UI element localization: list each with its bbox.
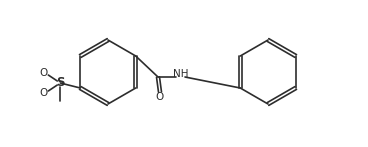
- Text: O: O: [39, 68, 47, 78]
- Text: S: S: [56, 76, 64, 90]
- Text: O: O: [39, 88, 47, 98]
- Text: NH: NH: [173, 69, 189, 79]
- Text: O: O: [156, 92, 164, 102]
